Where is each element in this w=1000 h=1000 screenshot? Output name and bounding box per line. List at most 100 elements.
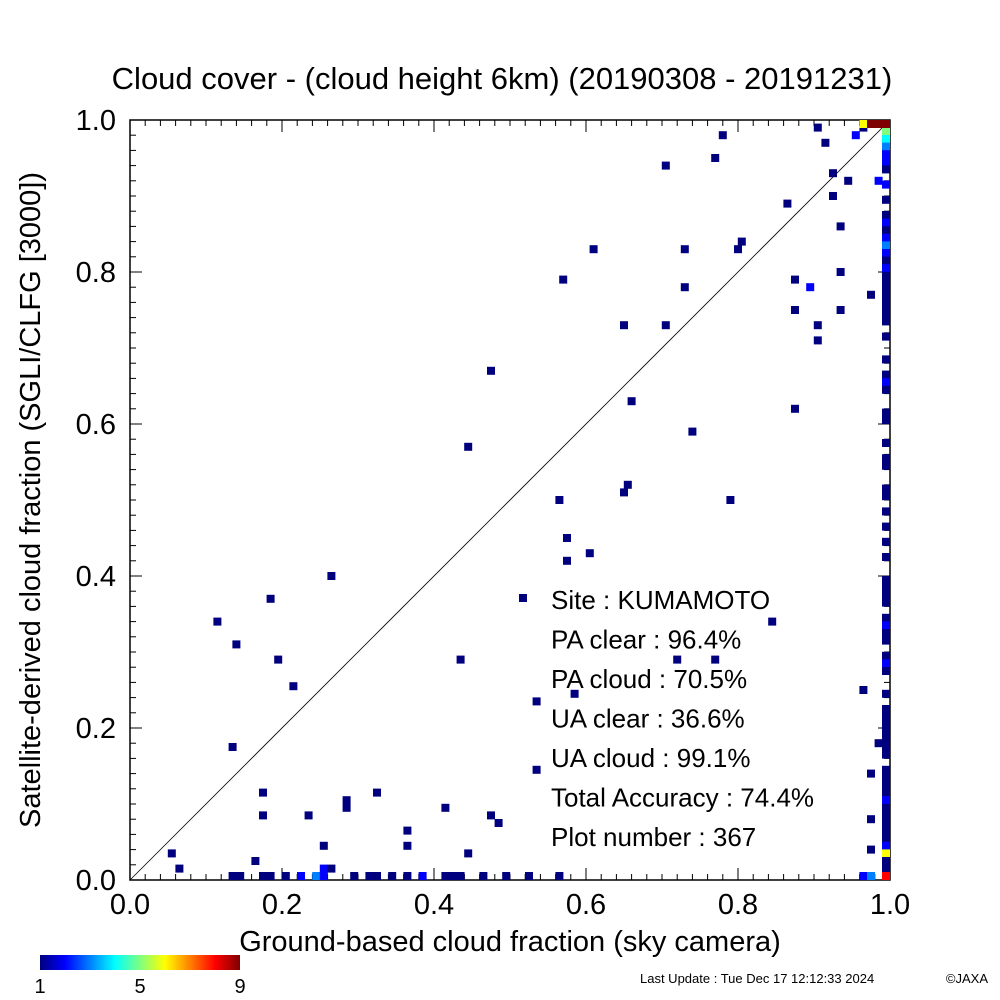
data-point	[874, 739, 883, 748]
data-point	[711, 154, 720, 162]
data-point	[882, 811, 890, 820]
data-point	[532, 765, 541, 774]
data-point	[327, 572, 336, 580]
data-point	[673, 655, 682, 664]
data-point	[882, 370, 890, 379]
data-point	[882, 454, 890, 463]
data-point	[882, 385, 890, 394]
data-point	[563, 556, 571, 565]
data-point	[882, 705, 890, 713]
data-point	[882, 332, 890, 341]
data-point	[829, 169, 837, 178]
data-point	[882, 287, 890, 295]
data-point	[441, 803, 450, 812]
data-point	[882, 735, 890, 744]
data-point	[737, 237, 746, 246]
x-tick-label: 0.0	[110, 889, 150, 921]
x-axis-label: Ground-based cloud fraction (sky camera)	[239, 926, 781, 958]
data-point	[570, 689, 579, 698]
data-point	[882, 120, 890, 128]
data-point	[882, 226, 890, 235]
data-point	[882, 157, 890, 166]
data-point	[882, 218, 890, 227]
data-point	[680, 245, 689, 254]
data-point	[882, 195, 890, 204]
data-point	[882, 841, 890, 850]
data-point	[266, 594, 275, 603]
data-point	[882, 211, 890, 219]
data-point	[175, 864, 184, 873]
data-point	[259, 872, 267, 880]
data-point	[882, 408, 890, 417]
data-point	[882, 575, 890, 584]
data-point	[266, 872, 275, 880]
data-point	[859, 120, 868, 128]
data-point	[342, 803, 351, 812]
colorbar-gradient	[40, 955, 240, 970]
legend-line: Plot number : 367	[551, 822, 756, 852]
legend-lines: Site : KUMAMOTO PA clear : 96.4% PA cloud …	[551, 585, 814, 852]
data-point	[882, 249, 890, 257]
data-point	[859, 872, 868, 880]
data-point	[882, 819, 890, 827]
legend-line: Total Accuracy : 74.4%	[551, 783, 814, 813]
y-tick-label: 0.6	[76, 409, 116, 441]
one-to-one-line	[129, 119, 891, 881]
data-point	[867, 120, 875, 128]
x-tick-label: 0.6	[566, 889, 606, 921]
y-axis-label: Satellite-derived cloud fraction (SGLI/C…	[15, 172, 47, 828]
y-tick-label: 0.2	[76, 713, 116, 745]
data-point	[867, 290, 875, 299]
data-point	[882, 796, 890, 805]
data-point	[312, 872, 321, 880]
data-point	[627, 397, 636, 406]
data-point	[734, 245, 742, 254]
data-point	[882, 834, 890, 843]
copyright-text: ©JAXA	[946, 971, 988, 986]
data-points	[167, 120, 890, 880]
data-point	[319, 864, 328, 873]
data-point	[882, 667, 890, 675]
data-point	[232, 640, 241, 649]
data-point	[882, 279, 890, 288]
data-point	[882, 150, 890, 159]
data-point	[813, 123, 822, 132]
plot-area	[129, 119, 891, 881]
data-point	[882, 553, 890, 561]
data-point	[882, 803, 890, 812]
y-tick-label: 0.4	[76, 561, 116, 593]
data-point	[373, 872, 381, 880]
data-point	[882, 416, 890, 425]
data-point	[882, 317, 890, 326]
legend-line: PA clear : 96.4%	[551, 625, 741, 655]
legend-line: PA cloud : 70.5%	[551, 664, 747, 694]
data-point	[213, 617, 222, 626]
data-point	[289, 682, 298, 691]
data-point	[882, 302, 890, 311]
data-point	[327, 864, 336, 873]
y-tick-label: 0.0	[76, 865, 116, 897]
data-point	[882, 621, 890, 630]
data-point	[821, 138, 830, 147]
data-point	[236, 872, 245, 880]
data-point	[882, 378, 890, 387]
data-point	[791, 275, 799, 284]
data-point	[882, 507, 890, 516]
colorbar-tick-labels: 1 5 9	[34, 976, 245, 998]
data-point	[297, 872, 305, 880]
data-point	[768, 617, 777, 626]
data-point	[487, 811, 495, 820]
data-point	[350, 872, 359, 880]
data-point	[479, 872, 488, 880]
data-point	[882, 613, 890, 622]
data-point	[718, 131, 727, 140]
data-point	[456, 872, 465, 880]
data-point	[882, 781, 890, 789]
data-point	[711, 655, 720, 664]
data-point	[502, 872, 511, 880]
data-point	[555, 872, 564, 880]
y-tick-label: 0.8	[76, 257, 116, 289]
data-point	[585, 549, 594, 558]
x-tick-label: 0.4	[414, 889, 454, 921]
data-point	[882, 689, 890, 698]
